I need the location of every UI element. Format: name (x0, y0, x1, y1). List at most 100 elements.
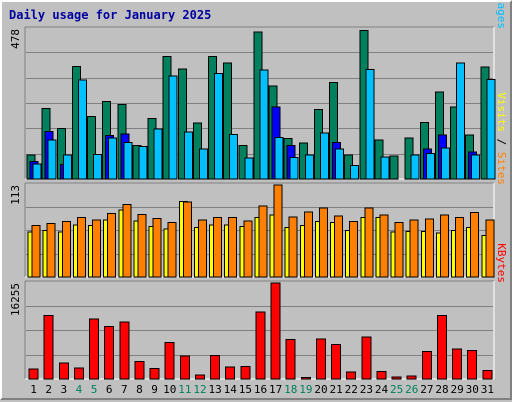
kbytes-bar (58, 362, 69, 380)
pages-bar (123, 141, 133, 180)
x-tick-label: 14 (224, 383, 238, 396)
sites-bar (61, 221, 71, 278)
sites-bar (213, 217, 223, 278)
x-tick-label: 12 (193, 383, 206, 396)
kbytes-bar (285, 338, 296, 380)
legend-label: KBytes (495, 243, 508, 283)
sites-bar (424, 218, 434, 278)
sites-bar (31, 225, 41, 278)
chart-title: Daily usage for January 2025 (9, 8, 212, 22)
kbytes-bar (210, 354, 221, 380)
sites-bar (379, 214, 389, 278)
kbytes-bar (134, 360, 145, 380)
pages-bar (62, 154, 72, 180)
sites-bar (409, 219, 419, 278)
x-tick-label: 25 (390, 383, 403, 396)
x-tick-label: 9 (151, 383, 158, 396)
pages-bar (410, 154, 420, 180)
x-tick-label: 22 (345, 383, 358, 396)
x-tick-label: 3 (61, 383, 68, 396)
sites-bar (258, 205, 268, 278)
hits-files-pages-panel (24, 26, 496, 180)
kbytes-bar (119, 321, 130, 380)
pages-bar (274, 137, 284, 180)
sites-bar (455, 217, 465, 278)
pages-bar (335, 148, 345, 180)
hits-bar (177, 68, 187, 180)
x-tick-label: 13 (208, 383, 221, 396)
x-tick-label: 26 (405, 383, 418, 396)
x-tick-label: 27 (420, 383, 433, 396)
kbytes-bar (149, 367, 160, 380)
sites-bar (152, 217, 162, 278)
pages-bar (456, 62, 466, 180)
sites-bar (243, 220, 253, 278)
hits-bar (223, 62, 233, 180)
legend-sites: Sites (495, 152, 508, 185)
kbytes-bar (406, 375, 417, 380)
visits-sites-panel (24, 182, 495, 278)
kbytes-bar (436, 314, 447, 380)
sites-bar (470, 212, 480, 278)
sites-bar (46, 222, 56, 278)
sites-bar (485, 219, 495, 278)
legend-separator: / (495, 132, 508, 152)
x-tick-label: 19 (299, 383, 312, 396)
kbytes-bar (467, 349, 478, 380)
x-tick-label: 7 (121, 383, 128, 396)
x-tick-label: 1 (30, 383, 37, 396)
kbytes-bar (361, 336, 372, 380)
pages-bar (138, 146, 148, 180)
y-axis-max-label: 478 (9, 29, 22, 49)
kbytes-bar (315, 338, 326, 380)
y-axis-max-label: 16255 (9, 283, 22, 316)
pages-bar (47, 139, 57, 180)
pages-bar (380, 156, 390, 180)
sites-bar (182, 201, 192, 278)
legend-visits: Visits (495, 92, 508, 132)
pages-bar (425, 152, 435, 180)
x-tick-label: 30 (466, 383, 479, 396)
pages-bar (77, 79, 87, 180)
x-tick-label: 24 (375, 383, 389, 396)
x-tick-label: 4 (76, 383, 83, 396)
kbytes-bar (104, 325, 115, 380)
sites-bar (439, 214, 449, 278)
pages-bar (259, 69, 269, 180)
kbytes-panel (24, 280, 495, 380)
pages-bar (153, 128, 163, 180)
x-tick-label: 15 (239, 383, 252, 396)
kbytes-bar (270, 282, 281, 380)
x-tick-label: 21 (330, 383, 343, 396)
pages-bar (32, 163, 42, 180)
kbytes-bar (331, 343, 342, 380)
kbytes-bar (376, 371, 387, 380)
kbytes-bar (164, 341, 175, 380)
pages-bar (350, 165, 360, 180)
legend-kbytes: KBytes (495, 243, 508, 283)
pages-bar (289, 157, 299, 180)
kbytes-bar (255, 311, 266, 380)
x-tick-label: 6 (106, 383, 113, 396)
sites-bar (76, 217, 86, 278)
x-tick-label: 5 (91, 383, 98, 396)
pages-bar (214, 73, 224, 180)
x-tick-label: 29 (451, 383, 464, 396)
sites-bar (228, 217, 238, 278)
hits-bar (87, 116, 97, 180)
pages-bar (108, 137, 118, 180)
kbytes-bar (89, 318, 100, 380)
kbytes-bar (482, 369, 493, 380)
kbytes-bar (452, 348, 463, 380)
x-tick-label: 16 (254, 383, 267, 396)
pages-bar (440, 147, 450, 180)
pages-bar (168, 75, 178, 180)
legend-label: Hits / Files / Pages (495, 2, 508, 29)
kbytes-bar (421, 350, 432, 380)
x-tick-label: 31 (481, 383, 494, 396)
sites-bar (167, 221, 177, 278)
x-tick-label: 20 (314, 383, 327, 396)
sites-bar (122, 204, 132, 278)
pages-bar (486, 79, 496, 180)
